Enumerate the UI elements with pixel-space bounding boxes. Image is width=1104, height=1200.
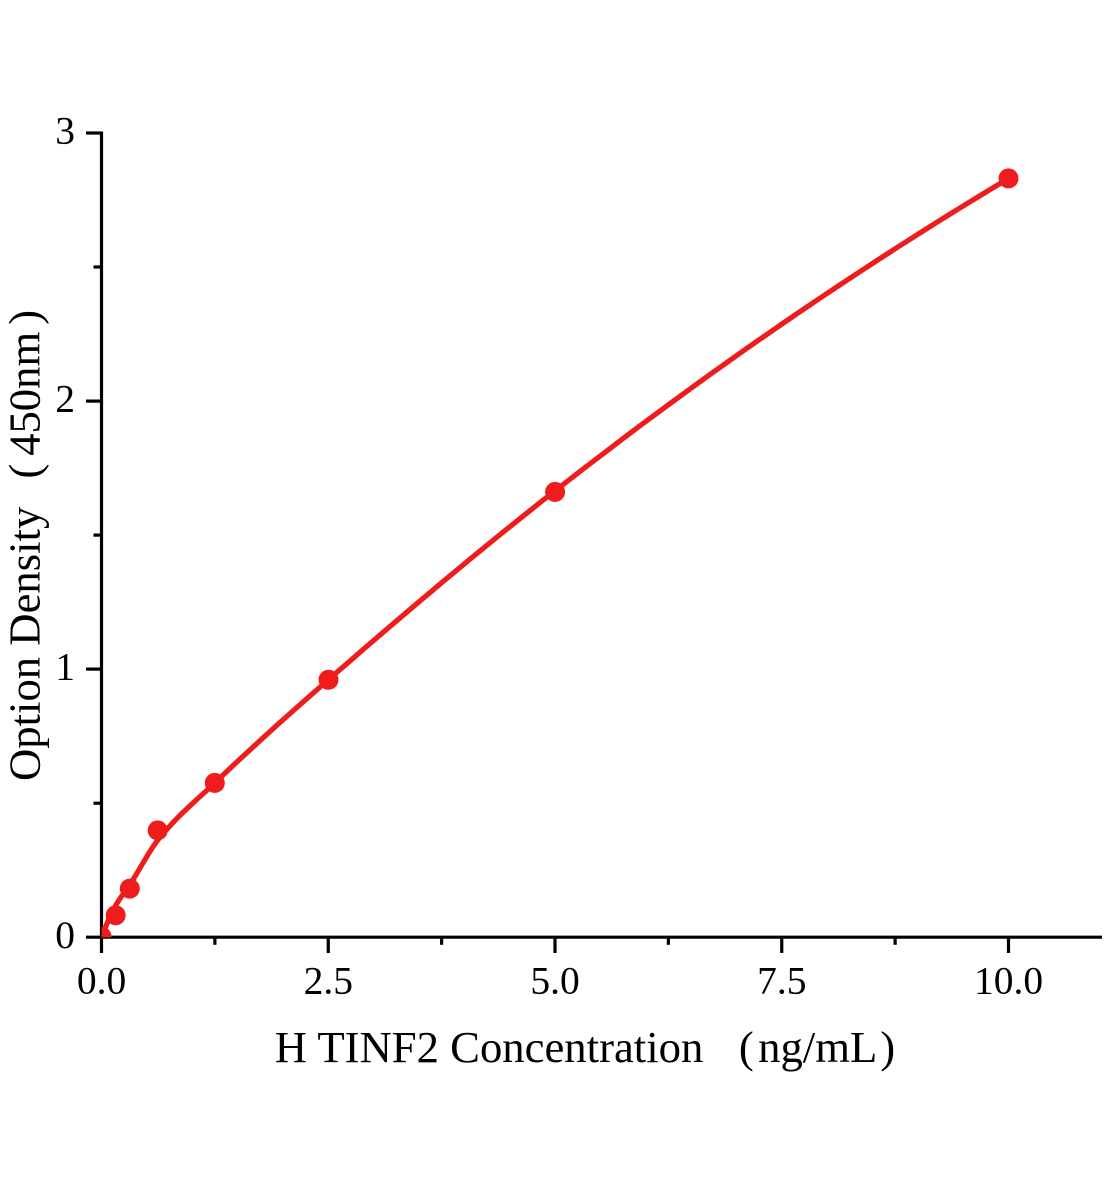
- svg-text:2.5: 2.5: [304, 959, 353, 1003]
- svg-text:3: 3: [55, 109, 75, 153]
- svg-text:2: 2: [55, 377, 75, 421]
- svg-text:0.0: 0.0: [77, 959, 126, 1003]
- svg-text:1: 1: [55, 645, 75, 689]
- svg-text:10.0: 10.0: [974, 959, 1043, 1003]
- svg-text:5.0: 5.0: [530, 959, 579, 1003]
- svg-text:Option Density(450nm): Option Density(450nm): [0, 310, 50, 781]
- svg-text:7.5: 7.5: [757, 959, 806, 1003]
- svg-text:H TINF2 Concentration(ng/mL): H TINF2 Concentration (ng/mL): [275, 1022, 895, 1072]
- svg-text:0: 0: [55, 913, 75, 957]
